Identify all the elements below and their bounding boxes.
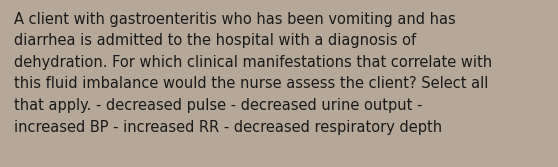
Text: A client with gastroenteritis who has been vomiting and has
diarrhea is admitted: A client with gastroenteritis who has be… (14, 12, 492, 135)
